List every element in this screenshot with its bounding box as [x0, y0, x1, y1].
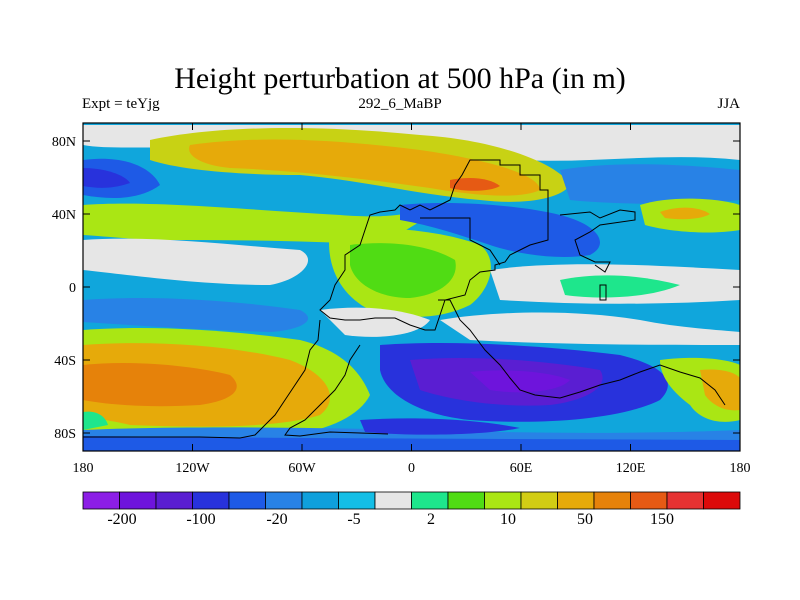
y-tick-label: 80S	[54, 427, 76, 442]
x-tick-label: 180	[73, 461, 94, 476]
colorbar-swatch	[301, 491, 339, 510]
period-label: 292_6_MaBP	[358, 96, 442, 112]
colorbar-swatch	[666, 491, 704, 510]
colorbar-swatch	[557, 491, 595, 510]
colorbar-swatch	[192, 491, 230, 510]
colorbar-swatch	[338, 491, 376, 510]
colorbar-swatch	[703, 491, 741, 510]
colorbar-swatch	[520, 491, 558, 510]
colorbar-label: -5	[347, 511, 360, 528]
colorbar-swatch	[447, 491, 485, 510]
y-axis-ticks	[83, 140, 740, 434]
x-axis-ticks	[192, 123, 631, 451]
y-tick-label: 40N	[52, 208, 76, 223]
coastlines	[83, 159, 726, 439]
colorbar-label: -200	[107, 511, 136, 528]
y-tick-label: 80N	[52, 135, 76, 150]
colorbar-swatch	[484, 491, 522, 510]
y-axis-labels: 80N 40N 0 40S 80S	[52, 135, 76, 442]
colorbar	[82, 491, 741, 510]
x-tick-label: 180	[730, 461, 751, 476]
x-tick-label: 120W	[175, 461, 210, 476]
colorbar-swatch	[228, 491, 266, 510]
colorbar-swatch	[411, 491, 449, 510]
plot-title: Height perturbation at 500 hPa (in m)	[174, 62, 626, 95]
x-axis-labels: 180 120W 60W 0 60E 120E 180	[73, 461, 751, 476]
x-tick-label: 0	[408, 461, 415, 476]
colorbar-swatch	[265, 491, 303, 510]
colorbar-swatch	[593, 491, 631, 510]
season-label: JJA	[717, 96, 740, 112]
colorbar-swatch	[119, 491, 157, 510]
colorbar-label: -20	[266, 511, 287, 528]
colorbar-swatch	[155, 491, 193, 510]
contour-field	[83, 123, 740, 451]
colorbar-labels: -200 -100 -20 -5 2 10 50 150	[107, 511, 674, 528]
colorbar-label: -100	[186, 511, 215, 528]
y-tick-label: 40S	[54, 354, 76, 369]
colorbar-swatch	[630, 491, 668, 510]
experiment-label: Expt = teYjg	[82, 96, 160, 112]
colorbar-label: 2	[427, 511, 435, 528]
x-tick-label: 60E	[510, 461, 533, 476]
colorbar-label: 10	[500, 511, 516, 528]
colorbar-label: 150	[650, 511, 674, 528]
y-tick-label: 0	[69, 281, 76, 296]
colorbar-swatch	[82, 491, 120, 510]
colorbar-label: 50	[577, 511, 593, 528]
colorbar-swatch	[374, 491, 412, 510]
x-tick-label: 120E	[616, 461, 646, 476]
x-tick-label: 60W	[288, 461, 316, 476]
